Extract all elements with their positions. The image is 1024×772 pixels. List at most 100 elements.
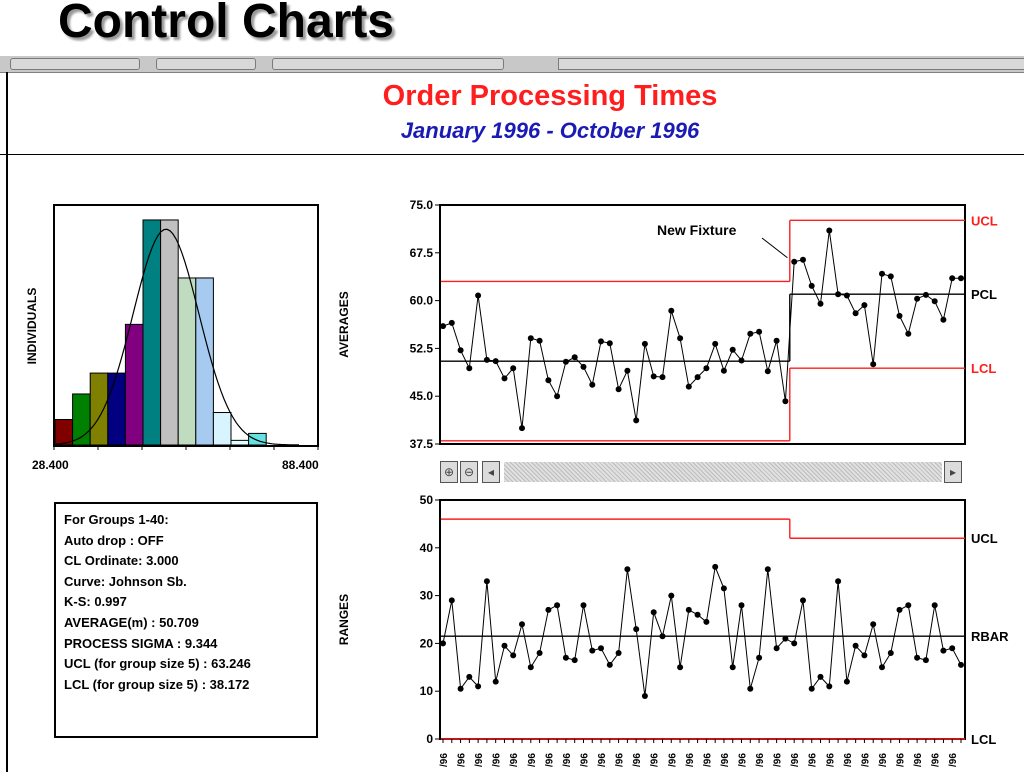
x-tick-label: /96 — [825, 753, 836, 767]
toolbar-button[interactable] — [272, 58, 504, 70]
data-point — [896, 312, 903, 319]
y-tick-label: 20 — [420, 636, 434, 650]
toolbar-button[interactable] — [10, 58, 140, 70]
data-point — [685, 606, 692, 613]
x-tick-label: /96 — [632, 753, 643, 767]
x-tick-label: /96 — [860, 753, 871, 767]
data-point — [483, 356, 490, 363]
arrow-right-icon[interactable]: ▸ — [944, 461, 962, 483]
data-point — [852, 310, 859, 317]
data-point — [800, 256, 806, 263]
statistics-box: For Groups 1-40: Auto drop : OFF CL Ordina… — [54, 502, 318, 738]
info-line: CL Ordinate: 3.000 — [64, 553, 179, 569]
data-point — [589, 381, 596, 388]
data-point — [624, 566, 631, 573]
data-point — [527, 664, 534, 671]
info-line: Curve: Johnson Sb. — [64, 573, 187, 589]
limit-label-rbar: RBAR — [971, 629, 1009, 644]
data-point — [694, 374, 701, 381]
data-point — [501, 642, 508, 649]
histogram-bar — [195, 277, 214, 446]
data-point — [738, 357, 745, 364]
chart-window — [6, 72, 1024, 772]
zoom-in-icon[interactable]: ⊕ — [440, 461, 458, 483]
histogram-bar — [89, 372, 109, 446]
data-line — [442, 230, 961, 429]
limit-label-lcl: LCL — [971, 361, 996, 376]
x-tick-label: /96 — [790, 753, 801, 767]
zoom-out-icon[interactable]: ⊖ — [460, 461, 478, 483]
data-point — [949, 275, 956, 282]
data-point — [870, 361, 877, 368]
hist-tick-label: 28.400 — [32, 458, 69, 472]
y-tick-label: 52.5 — [410, 341, 434, 355]
data-point — [843, 678, 850, 685]
toolbar-button[interactable] — [156, 58, 256, 70]
data-point — [633, 626, 640, 633]
hist-tick-label: 88.400 — [282, 458, 319, 472]
annotation-new-fixture: New Fixture — [657, 222, 737, 238]
data-point — [879, 270, 885, 277]
data-point — [483, 578, 490, 585]
scrollbar-track[interactable] — [504, 462, 942, 482]
data-point — [641, 693, 648, 699]
histogram-bar — [54, 418, 74, 446]
x-tick-label: /96 — [509, 753, 520, 767]
data-point — [519, 425, 525, 432]
data-point — [545, 606, 552, 613]
data-point — [598, 338, 604, 345]
toolbar-field[interactable] — [558, 58, 1024, 70]
data-point — [615, 650, 622, 656]
x-tick-label: /96 — [931, 753, 942, 767]
x-tick-label: /96 — [492, 753, 503, 767]
data-point — [536, 337, 543, 344]
y-tick-label: 45.0 — [410, 389, 434, 403]
axis-title: AVERAGES — [337, 291, 351, 357]
data-point — [887, 273, 894, 280]
x-tick-label: /96 — [597, 753, 608, 767]
chart-scrollbar[interactable]: ⊕ ⊖ ◂ ▸ — [440, 461, 964, 485]
data-point — [861, 652, 868, 659]
info-line: AVERAGE(m) : 50.709 — [64, 614, 199, 630]
data-point — [659, 374, 666, 381]
data-point — [475, 292, 482, 299]
x-tick-label: /96 — [579, 753, 590, 767]
x-tick-label: /96 — [615, 753, 626, 767]
x-tick-label: /96 — [808, 753, 819, 767]
x-tick-label: /96 — [720, 753, 731, 767]
data-point — [562, 358, 569, 365]
x-tick-label: /96 — [896, 753, 907, 767]
arrow-left-icon[interactable]: ◂ — [482, 461, 500, 483]
info-line: Auto drop : OFF — [64, 532, 164, 548]
data-point — [922, 657, 929, 664]
x-tick-label: /96 — [913, 753, 924, 767]
data-point — [501, 375, 508, 382]
data-point — [800, 597, 806, 604]
toolbar-strip — [0, 56, 1024, 73]
data-point — [703, 365, 710, 372]
data-point — [782, 635, 789, 642]
data-point — [879, 664, 885, 671]
data-point — [931, 298, 938, 305]
data-point — [896, 606, 903, 613]
x-tick-label: /96 — [843, 753, 854, 767]
y-tick-label: 50 — [420, 493, 434, 507]
data-point — [677, 664, 684, 671]
hist-axis-label: INDIVIDUALS — [25, 288, 39, 365]
data-point — [931, 602, 938, 609]
data-point — [764, 368, 771, 375]
y-tick-label: 37.5 — [410, 437, 434, 451]
y-tick-label: 60.0 — [410, 294, 434, 308]
data-point — [492, 678, 499, 685]
limit-label-ucl: UCL — [971, 531, 998, 546]
info-line: PROCESS SIGMA : 9.344 — [64, 635, 218, 651]
chart-subtitle: January 1996 - October 1996 — [400, 118, 700, 143]
data-point — [440, 640, 446, 647]
info-line: LCL (for group size 5) : 38.172 — [64, 676, 250, 692]
data-point — [852, 642, 859, 649]
data-point — [668, 592, 675, 599]
x-tick-label: /96 — [562, 753, 573, 767]
data-point — [589, 647, 596, 654]
y-tick-label: 30 — [420, 589, 434, 603]
